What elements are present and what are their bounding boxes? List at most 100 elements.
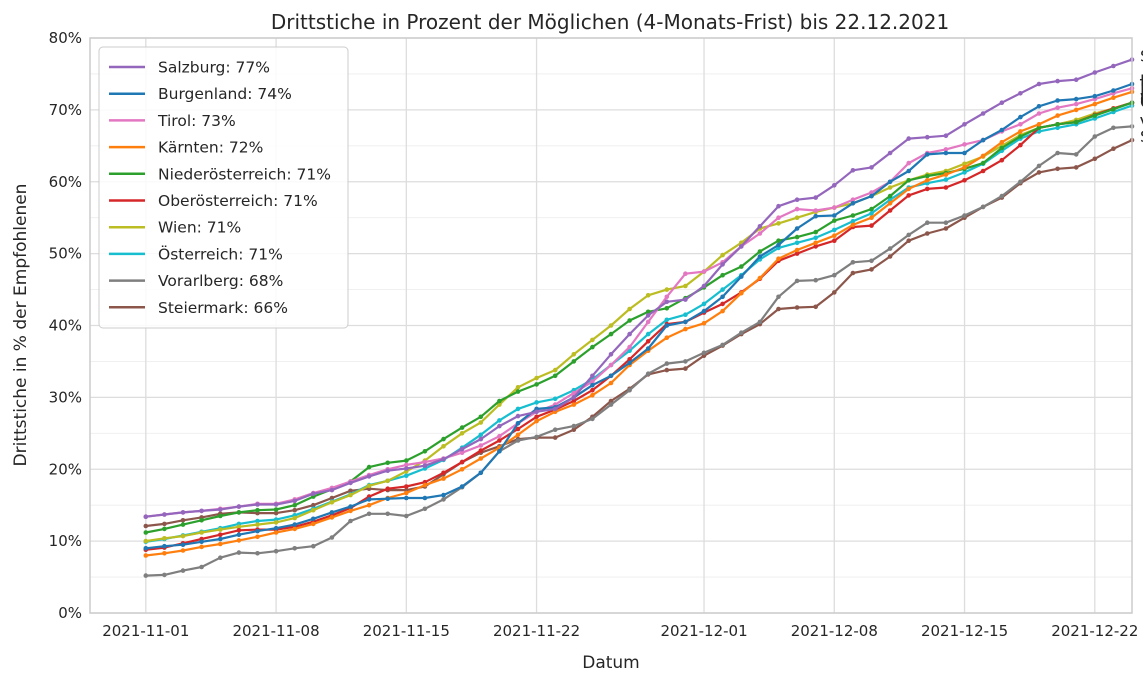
data-point bbox=[497, 433, 502, 439]
data-point bbox=[571, 427, 577, 433]
data-point bbox=[552, 406, 558, 412]
legend-label: Burgenland: 74% bbox=[158, 85, 292, 103]
y-tick-label: 20% bbox=[49, 460, 82, 478]
data-point bbox=[348, 508, 353, 514]
legend-box bbox=[98, 46, 349, 329]
data-point bbox=[218, 513, 223, 519]
data-point bbox=[1018, 91, 1023, 96]
data-point bbox=[552, 435, 558, 440]
data-point bbox=[441, 492, 446, 498]
data-point bbox=[1018, 129, 1023, 134]
data-point bbox=[943, 147, 949, 152]
data-point bbox=[701, 283, 707, 289]
data-point bbox=[590, 416, 595, 422]
data-point bbox=[162, 521, 167, 527]
y-tick-label: 10% bbox=[49, 532, 82, 550]
data-point bbox=[645, 293, 651, 298]
data-point bbox=[720, 342, 725, 348]
data-point bbox=[701, 269, 707, 274]
data-point bbox=[311, 521, 316, 527]
x-axis-label: Datum bbox=[582, 653, 640, 673]
data-point bbox=[943, 133, 949, 138]
series-end-label: T bbox=[1139, 75, 1143, 94]
data-point bbox=[776, 242, 781, 248]
data-point bbox=[478, 456, 484, 461]
data-point bbox=[571, 352, 577, 357]
data-point bbox=[683, 283, 688, 289]
data-point bbox=[571, 359, 577, 364]
data-point bbox=[236, 532, 242, 537]
data-point bbox=[850, 197, 856, 202]
data-point bbox=[404, 466, 409, 471]
series-line bbox=[145, 101, 1133, 551]
data-point bbox=[497, 398, 502, 404]
data-point bbox=[832, 227, 837, 233]
data-point bbox=[348, 518, 353, 524]
data-point bbox=[850, 168, 856, 173]
data-point bbox=[962, 213, 967, 218]
data-point bbox=[404, 458, 409, 463]
data-point bbox=[850, 270, 856, 276]
data-point bbox=[385, 460, 391, 466]
data-point bbox=[645, 319, 651, 325]
data-point bbox=[1111, 88, 1116, 93]
data-point bbox=[757, 254, 763, 259]
data-point bbox=[645, 346, 651, 351]
data-point bbox=[497, 402, 502, 407]
data-point bbox=[869, 193, 874, 199]
data-point bbox=[608, 362, 614, 368]
data-point bbox=[218, 536, 223, 542]
end-labels: Sa BTKNOWÖVSt bbox=[1139, 47, 1143, 147]
series-line bbox=[145, 104, 1133, 543]
data-point bbox=[869, 258, 874, 264]
data-point bbox=[683, 319, 688, 325]
data-point bbox=[404, 473, 409, 479]
data-point bbox=[776, 256, 781, 262]
data-point bbox=[794, 206, 800, 212]
data-point bbox=[552, 367, 558, 373]
data-point bbox=[1073, 107, 1079, 113]
data-point bbox=[162, 551, 167, 556]
data-point bbox=[794, 251, 800, 256]
data-point bbox=[794, 240, 800, 246]
data-point bbox=[236, 528, 242, 533]
data-point bbox=[422, 506, 428, 512]
data-point bbox=[348, 492, 353, 498]
data-point bbox=[441, 456, 446, 462]
data-point bbox=[1073, 165, 1079, 170]
data-point bbox=[1055, 105, 1060, 110]
data-point bbox=[1073, 152, 1079, 157]
data-point bbox=[757, 224, 763, 229]
data-point bbox=[162, 526, 167, 532]
data-point bbox=[385, 496, 391, 502]
data-point bbox=[869, 267, 874, 272]
data-point bbox=[720, 252, 725, 258]
data-point bbox=[255, 528, 260, 534]
data-point bbox=[850, 219, 856, 224]
data-point bbox=[776, 221, 781, 226]
data-point bbox=[925, 186, 930, 192]
data-point bbox=[329, 510, 335, 515]
data-point bbox=[571, 423, 577, 429]
series-line bbox=[145, 125, 1133, 577]
data-point bbox=[497, 438, 502, 443]
data-point bbox=[329, 515, 335, 520]
x-tick-label: 2021-12-22 bbox=[1051, 622, 1138, 640]
data-point bbox=[459, 450, 465, 456]
data-point bbox=[515, 389, 521, 394]
data-point bbox=[1036, 81, 1042, 87]
data-point bbox=[162, 572, 167, 578]
series-layer bbox=[143, 57, 1135, 578]
data-point bbox=[645, 339, 651, 344]
series-line bbox=[145, 58, 1133, 518]
data-point bbox=[850, 213, 856, 218]
data-point bbox=[850, 260, 856, 265]
data-point bbox=[980, 160, 986, 166]
data-point bbox=[515, 421, 521, 426]
series-line bbox=[145, 82, 1133, 550]
data-point bbox=[813, 304, 818, 310]
data-point bbox=[962, 161, 967, 167]
data-point bbox=[478, 443, 484, 448]
legend-item: Salzburg: 77% bbox=[109, 59, 270, 77]
legend-item: Vorarlberg: 68% bbox=[109, 272, 283, 290]
